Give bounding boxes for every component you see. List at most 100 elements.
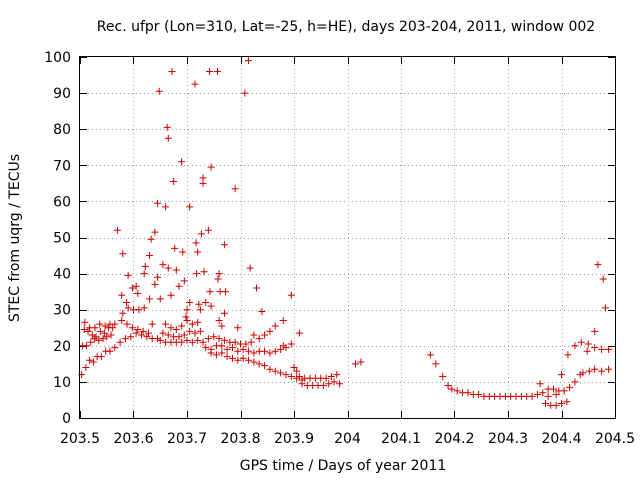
data-point [135,306,143,314]
data-point [245,347,253,355]
data-point [80,326,88,334]
y-axis-label: STEC from uqrg / TECUs [7,154,23,322]
data-point [206,288,214,296]
data-point [123,298,131,306]
data-point [290,363,298,371]
data-point [357,358,365,366]
data-point [90,335,98,343]
data-point [448,385,456,393]
data-point [439,372,447,380]
x-tick-label: 204.5 [595,431,635,447]
data-point [239,345,247,353]
data-point [241,89,249,97]
data-point [134,326,142,334]
data-point [218,342,226,350]
data-point [598,345,606,353]
data-point [298,380,306,388]
data-point [475,391,483,399]
data-point [277,369,285,377]
data-point [279,317,287,325]
data-point [234,347,242,355]
data-point [255,335,263,343]
y-tick-label: 20 [53,339,71,355]
data-point [287,372,295,380]
data-point [88,331,96,339]
data-point [132,329,140,337]
data-point [539,389,547,397]
data-point [220,309,228,317]
data-point [107,331,115,339]
data-point [192,239,200,247]
data-point [194,318,202,326]
data-point [164,264,172,272]
data-point [151,280,159,288]
data-point [258,308,266,316]
data-point [99,335,107,343]
data-point [156,336,164,344]
data-point [96,327,104,335]
data-point [151,228,159,236]
data-point [591,327,599,335]
data-point [164,134,172,142]
data-point [261,347,269,355]
data-point [279,342,287,350]
x-tick-label: 204.2 [434,431,474,447]
data-point [207,163,215,171]
data-point [253,284,261,292]
data-point [215,317,223,325]
data-point [193,270,201,278]
data-point [113,226,121,234]
data-point [271,347,279,355]
x-tick-label: 203.5 [60,431,100,447]
data-point [111,344,119,352]
data-point [168,67,176,75]
y-tick-label: 100 [44,50,71,66]
data-point [558,400,565,408]
x-tick-label: 203.9 [274,431,314,447]
data-point [210,333,218,341]
data-point [134,289,142,297]
data-point [148,320,156,328]
data-point [228,354,236,362]
data-point [212,351,220,359]
data-point [186,327,194,335]
y-tick-label: 80 [53,122,71,138]
data-point [528,392,536,400]
x-tick-labels: 203.5 203.6 203.7 203.8 203.9 204 204.1 204.2 20… [60,431,635,447]
data-point [172,326,180,334]
data-point [327,372,335,380]
data-point [215,335,223,343]
data-point [167,291,175,299]
data-point [124,271,132,279]
data-point [579,369,587,377]
data-point [560,387,568,395]
data-point [591,365,599,373]
y-tick-label: 40 [53,267,71,283]
data-points [78,57,613,409]
data-point [200,268,208,276]
y-tick-label: 70 [53,158,71,174]
data-point [215,270,223,278]
data-point [541,400,549,408]
data-point [204,335,212,343]
y-tick-label: 0 [62,411,71,427]
data-point [119,250,127,258]
data-point [186,298,194,306]
data-point [101,322,109,330]
data-point [549,385,557,393]
data-point [533,391,541,399]
data-point [242,340,250,348]
data-point [155,87,163,95]
data-point [563,398,571,406]
data-point [178,322,186,330]
data-point [223,345,231,353]
data-point [140,304,148,312]
data-point [282,371,290,379]
data-point [261,362,269,370]
data-point [352,360,360,368]
data-point [156,295,164,303]
data-point [199,179,207,187]
data-point [220,336,228,344]
data-point [599,275,607,283]
data-point [426,351,434,359]
